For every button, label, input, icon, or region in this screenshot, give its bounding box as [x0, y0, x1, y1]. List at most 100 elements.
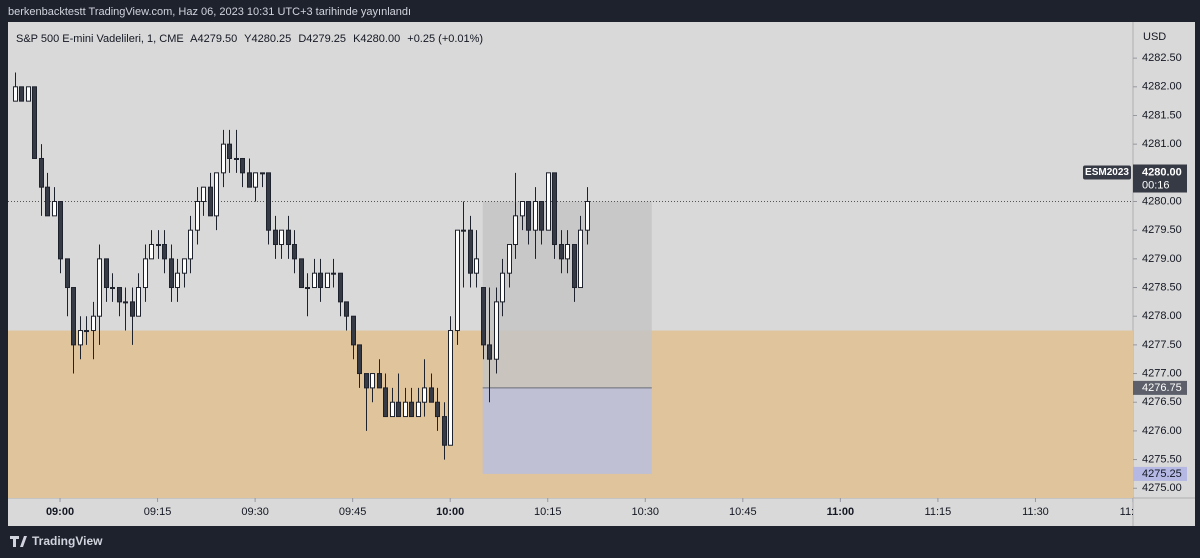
- x-tick-label: 11:00: [827, 506, 855, 518]
- candle-body: [468, 229, 473, 274]
- symbol-label: ESM2023: [1085, 167, 1129, 178]
- candle-body: [572, 244, 577, 289]
- candle-body: [585, 201, 590, 231]
- candle-body: [208, 186, 213, 217]
- candle-body: [487, 344, 492, 360]
- candle-body: [481, 287, 486, 346]
- x-tick-label: 09:00: [46, 506, 74, 518]
- candle-body: [156, 244, 161, 247]
- candle-body: [364, 373, 369, 389]
- candle-body: [351, 315, 356, 346]
- x-tick-label: 09:30: [241, 506, 269, 518]
- candle-body: [429, 387, 434, 403]
- candle-body: [507, 244, 512, 274]
- candle-body: [448, 330, 453, 446]
- candle-body: [565, 244, 570, 260]
- brand-logo: [10, 536, 27, 547]
- candle-body: [195, 201, 200, 231]
- candle-body: [201, 186, 206, 203]
- candle-body: [338, 272, 343, 303]
- y-tick-label: 4277.00: [1142, 367, 1182, 379]
- candle-body: [39, 157, 44, 188]
- x-tick-label: 10:30: [632, 506, 660, 518]
- candle-body: [240, 157, 245, 174]
- y-tick-label: 4278.50: [1142, 281, 1182, 293]
- position-target: [482, 201, 652, 388]
- y-tick-label: 4281.50: [1142, 109, 1182, 121]
- candle-body: [331, 272, 336, 275]
- candle-body: [123, 301, 128, 304]
- candle-body: [461, 229, 466, 232]
- price-axis-labels: 4275.00 4275.50 4276.00 4276.50 4277.00 4277.…: [1083, 52, 1187, 494]
- candle-body: [559, 244, 564, 260]
- last-price-tag: [1133, 164, 1187, 193]
- candle-body: [286, 229, 291, 246]
- candle-body: [84, 330, 89, 333]
- x-tick-label: 10:45: [729, 506, 757, 518]
- price-axis: [1133, 22, 1195, 498]
- candle-body: [370, 373, 375, 389]
- candle-body: [97, 258, 102, 317]
- candle-body: [422, 387, 427, 403]
- candle-body: [58, 201, 63, 260]
- candle-body: [292, 244, 297, 260]
- candle-body: [253, 172, 258, 188]
- y-tick-label: 4281.00: [1142, 138, 1182, 150]
- candle-body: [52, 201, 57, 217]
- x-tick-label: 11:30: [1022, 506, 1049, 518]
- candle-body: [312, 272, 317, 289]
- candle-body: [494, 301, 499, 360]
- y-tick-label: 4279.50: [1142, 224, 1182, 236]
- plot: [8, 72, 1133, 498]
- candle-body: [162, 244, 167, 260]
- time-axis: [8, 498, 1195, 526]
- candle-body: [552, 172, 557, 246]
- y-tick-label: 4280.00: [1142, 195, 1182, 207]
- candle-body: [221, 143, 226, 174]
- candle-body: [513, 215, 518, 246]
- candle-body: [344, 301, 349, 317]
- candle-body: [377, 373, 382, 389]
- x-tick-label: 11:15: [925, 506, 952, 518]
- candle-body: [325, 272, 330, 289]
- candle-body: [188, 229, 193, 260]
- brand-name: TradingView: [32, 534, 103, 548]
- x-tick-label: 09:15: [144, 506, 172, 518]
- stop-label-bg: [1133, 466, 1187, 481]
- candle-body: [65, 258, 70, 289]
- candle-body: [539, 201, 544, 231]
- x-tick-label: 09:45: [339, 506, 367, 518]
- candle-body: [416, 401, 421, 418]
- candle-body: [305, 287, 310, 290]
- legend: S&P 500 E-mini Vadelileri, 1, CME A4279.…: [16, 33, 483, 45]
- y-tick-label: 4277.50: [1142, 339, 1182, 351]
- candle-body: [273, 229, 278, 246]
- candle-body: [455, 229, 460, 332]
- y-tick-label: 4279.00: [1142, 253, 1182, 265]
- legend-open: A4279.50: [190, 33, 237, 45]
- legend-high: Y4280.25: [244, 33, 291, 45]
- candle-body: [396, 401, 401, 418]
- candle-body: [214, 172, 219, 217]
- x-tick-label: 10:00: [436, 506, 464, 518]
- y-tick-label: 4278.00: [1142, 310, 1182, 322]
- y-tick-label: 4275.00: [1142, 482, 1182, 494]
- candle-body: [266, 172, 271, 231]
- y-tick-label: 4282.50: [1142, 52, 1182, 64]
- candle-body: [227, 143, 232, 159]
- candle-body: [149, 244, 154, 260]
- y-tick-label: 4275.50: [1142, 453, 1182, 465]
- candle-body: [383, 387, 388, 418]
- candle-body: [357, 344, 362, 375]
- candle-body: [318, 272, 323, 289]
- candle-body: [442, 416, 447, 446]
- entry-label: 4276.75: [1142, 382, 1182, 394]
- candle-body: [136, 287, 141, 317]
- publish-header: berkenbacktestt TradingView.com, Haz 06,…: [8, 6, 411, 18]
- candle-body: [390, 401, 395, 418]
- legend-close: K4280.00: [353, 33, 400, 45]
- candle-body: [299, 258, 304, 289]
- candle-body: [130, 301, 135, 317]
- legend-change: +0.25 (+0.01%): [407, 33, 483, 45]
- candle-body: [234, 157, 239, 160]
